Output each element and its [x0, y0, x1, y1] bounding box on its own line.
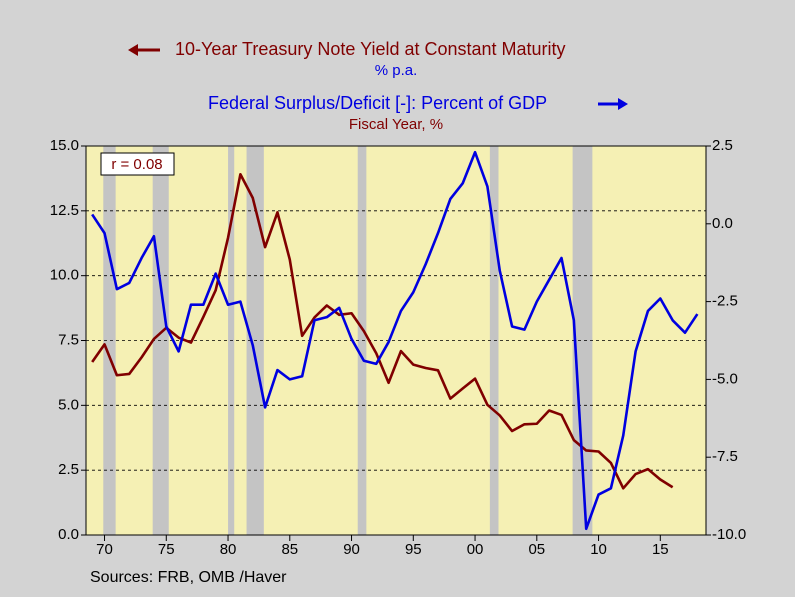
title2: Federal Surplus/Deficit [-]: Percent of …	[208, 93, 547, 113]
x-tick-label: 15	[652, 541, 669, 558]
y-tick-label: 0.0	[58, 526, 79, 543]
y-tick-label: 2.5	[58, 461, 79, 478]
legend-arrow	[128, 44, 138, 56]
subtitle: % p.a.	[375, 62, 418, 79]
x-tick-label: 00	[467, 541, 484, 558]
recession-band	[572, 146, 593, 535]
title: 10-Year Treasury Note Yield at Constant …	[175, 39, 566, 59]
series-line	[91, 150, 699, 531]
annotation: r = 0.08	[111, 156, 162, 173]
y-tick-label: 7.5	[58, 331, 79, 348]
x-tick-label: 90	[343, 541, 360, 558]
x-tick-label: 95	[405, 541, 422, 558]
x-tick-label: 10	[590, 541, 607, 558]
y2-tick-label: 0.0	[712, 215, 733, 232]
annotation-box	[100, 152, 175, 176]
subtitle2: Fiscal Year, %	[349, 116, 443, 133]
x-tick-label: 75	[158, 541, 175, 558]
x-tick-label: 70	[96, 541, 113, 558]
source: Sources: FRB, OMB /Haver	[90, 569, 287, 586]
series-line	[91, 172, 674, 490]
y2-tick-label: -7.5	[712, 448, 738, 465]
legend-arrow	[618, 98, 628, 110]
x-tick-label: 80	[220, 541, 237, 558]
y2-tick-label: -2.5	[712, 293, 738, 310]
x-tick-label: 05	[528, 541, 545, 558]
y2-tick-label: -5.0	[712, 370, 738, 387]
x-tick-label: 85	[281, 541, 298, 558]
y2-tick-label: 2.5	[712, 137, 733, 154]
y2-tick-label: -10.0	[712, 526, 746, 543]
y-tick-label: 15.0	[50, 137, 79, 154]
y-tick-label: 5.0	[58, 396, 79, 413]
y-tick-label: 10.0	[50, 267, 79, 284]
y-tick-label: 12.5	[50, 202, 79, 219]
